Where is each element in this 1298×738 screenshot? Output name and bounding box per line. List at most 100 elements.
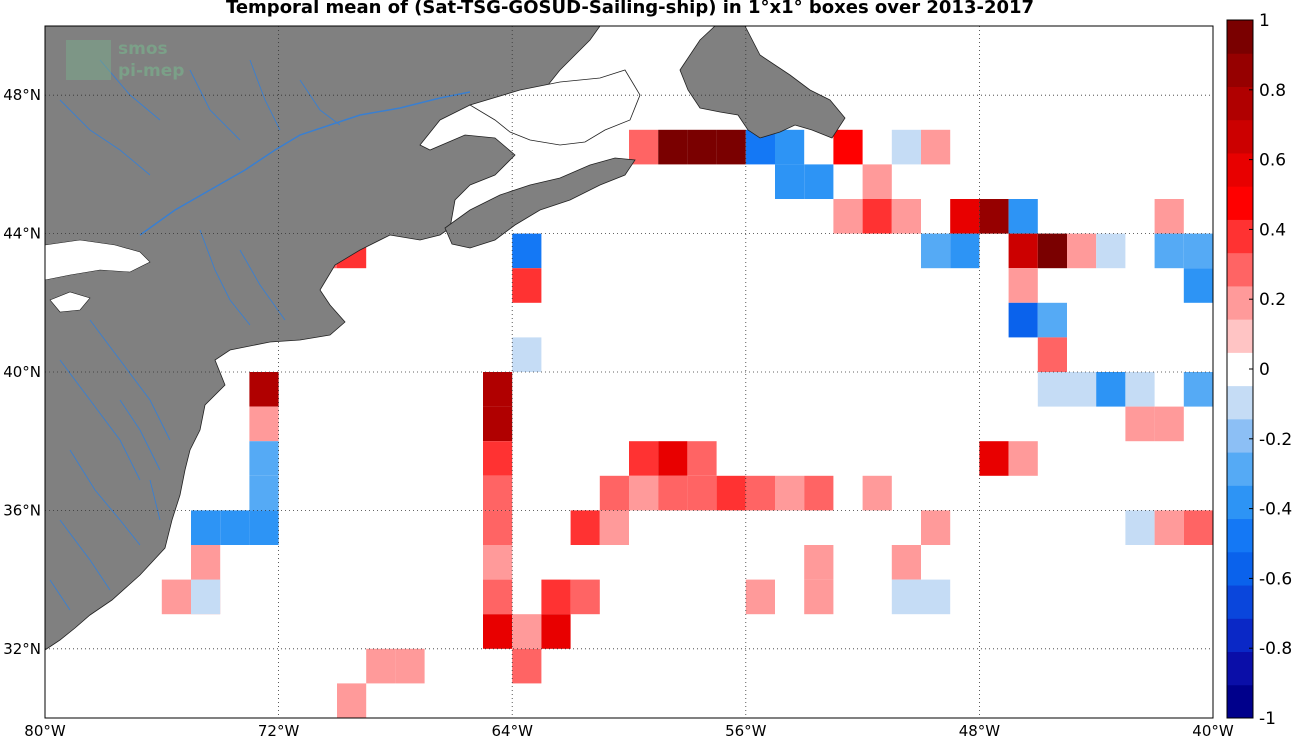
heatmap-cell xyxy=(249,372,279,407)
heatmap-cell xyxy=(483,614,513,649)
colorbar-tick-label: -0.8 xyxy=(1259,639,1292,659)
heatmap-cells xyxy=(161,129,1213,718)
heatmap-cell xyxy=(191,510,221,545)
heatmap-cell xyxy=(395,648,425,684)
heatmap-cell xyxy=(775,129,805,165)
map-frame xyxy=(44,25,1214,719)
heatmap-cell xyxy=(1067,233,1097,269)
heatmap-cell xyxy=(1008,441,1038,476)
heatmap-cell xyxy=(1008,199,1038,234)
heatmap-cell xyxy=(891,545,921,580)
heatmap-cell xyxy=(658,441,688,476)
latitude-tick-label: 36°N xyxy=(3,501,41,519)
heatmap-cell xyxy=(716,129,746,165)
longitude-tick-label: 80°W xyxy=(24,722,66,738)
heatmap-cell xyxy=(483,510,513,545)
heatmap-cell xyxy=(804,475,834,511)
heatmap-cell xyxy=(1008,302,1038,338)
heatmap-cell xyxy=(775,475,805,511)
colorbar: 1 0.8 0.6 0.4 0.2 0 -0.2 -0.4 -0.6 -0.8 -1 xyxy=(1226,11,1292,729)
colorbar-tick-label: -0.4 xyxy=(1259,500,1292,520)
heatmap-cell xyxy=(570,510,600,545)
heatmap-cell xyxy=(1096,233,1126,269)
heatmap-cell xyxy=(891,199,921,234)
heatmap-cell xyxy=(483,579,513,615)
heatmap-cell xyxy=(1125,372,1155,407)
heatmap-cell xyxy=(687,129,717,165)
colorbar-tick-label: -0.6 xyxy=(1259,569,1292,589)
longitude-tick-label: 40°W xyxy=(1192,722,1234,738)
heatmap-cell xyxy=(1183,233,1213,269)
heatmap-cell xyxy=(629,129,659,165)
heatmap-cell xyxy=(1154,199,1184,234)
heatmap-cell xyxy=(804,579,834,615)
heatmap-cell xyxy=(570,579,600,615)
heatmap-cell xyxy=(191,579,221,615)
heatmap-cell xyxy=(483,406,513,442)
heatmap-cell xyxy=(1183,510,1213,545)
map-title: Temporal mean of (Sat-TSG-GOSUD-Sailing-… xyxy=(225,0,1035,18)
heatmap-cell xyxy=(979,199,1009,234)
colorbar-segment xyxy=(1227,618,1253,653)
graticule xyxy=(45,26,1213,718)
heatmap-cell xyxy=(775,164,805,199)
lake-ontario xyxy=(49,291,91,313)
heatmap-cell xyxy=(366,648,396,684)
heatmap-cell xyxy=(1154,233,1184,269)
heatmap-cell xyxy=(833,129,863,165)
heatmap-cell xyxy=(921,129,951,165)
colorbar-segment xyxy=(1227,319,1253,353)
colorbar-tick-label: 0 xyxy=(1259,360,1270,380)
heatmap-cell xyxy=(1008,233,1038,269)
heatmap-cell xyxy=(483,372,513,407)
colorbar-segment xyxy=(1227,119,1253,154)
colorbar-segment xyxy=(1227,285,1253,320)
heatmap-cell xyxy=(337,683,367,718)
colorbar-segment xyxy=(1227,418,1253,453)
colorbar-segment xyxy=(1227,585,1253,619)
river-st-lawrence xyxy=(139,91,471,236)
latitude-tick-label: 44°N xyxy=(3,225,41,243)
longitude-tick-label: 56°W xyxy=(725,722,767,738)
heatmap-cell xyxy=(862,164,892,199)
heatmap-cell xyxy=(1037,337,1067,372)
heatmap-cell xyxy=(804,164,834,199)
colorbar-tick-label: -1 xyxy=(1259,709,1276,729)
heatmap-cell xyxy=(512,648,542,684)
colorbar-tick-label: 0.2 xyxy=(1259,290,1286,310)
heatmap-cell xyxy=(979,441,1009,476)
heatmap-cell xyxy=(1125,510,1155,545)
heatmap-cell xyxy=(1067,372,1097,407)
latitude-tick-label: 32°N xyxy=(3,640,41,658)
heatmap-cell xyxy=(1183,372,1213,407)
heatmap-cell xyxy=(629,475,659,511)
heatmap-cell xyxy=(950,199,980,234)
colorbar-tick-label: 0.6 xyxy=(1259,151,1286,171)
heatmap-cell xyxy=(1154,406,1184,442)
colorbar-segment xyxy=(1227,385,1253,420)
heatmap-cell xyxy=(1037,233,1067,269)
heatmap-cell xyxy=(891,129,921,165)
longitude-tick-label: 64°W xyxy=(491,722,533,738)
colorbar-tick-label: 0.8 xyxy=(1259,81,1286,101)
newfoundland-land xyxy=(679,26,846,139)
heatmap-cell xyxy=(921,579,951,615)
nova-scotia-land xyxy=(444,157,636,249)
colorbar-tick-label: 0.4 xyxy=(1259,220,1286,240)
heatmap-cell xyxy=(833,199,863,234)
heatmap-cell xyxy=(950,233,980,269)
heatmap-cell xyxy=(921,510,951,545)
colorbar-segment xyxy=(1227,219,1253,254)
colorbar-segment xyxy=(1227,186,1253,220)
heatmap-cell xyxy=(658,475,688,511)
heatmap-cell xyxy=(1125,406,1155,442)
heatmap-cell xyxy=(249,406,279,442)
colorbar-tick-label: -0.2 xyxy=(1259,430,1292,450)
heatmap-cell xyxy=(483,475,513,511)
colorbar-segment xyxy=(1227,518,1253,553)
longitude-tick-label: 72°W xyxy=(258,722,300,738)
heatmap-cell xyxy=(862,475,892,511)
heatmap-cell xyxy=(745,579,775,615)
heatmap-cell xyxy=(512,268,542,303)
